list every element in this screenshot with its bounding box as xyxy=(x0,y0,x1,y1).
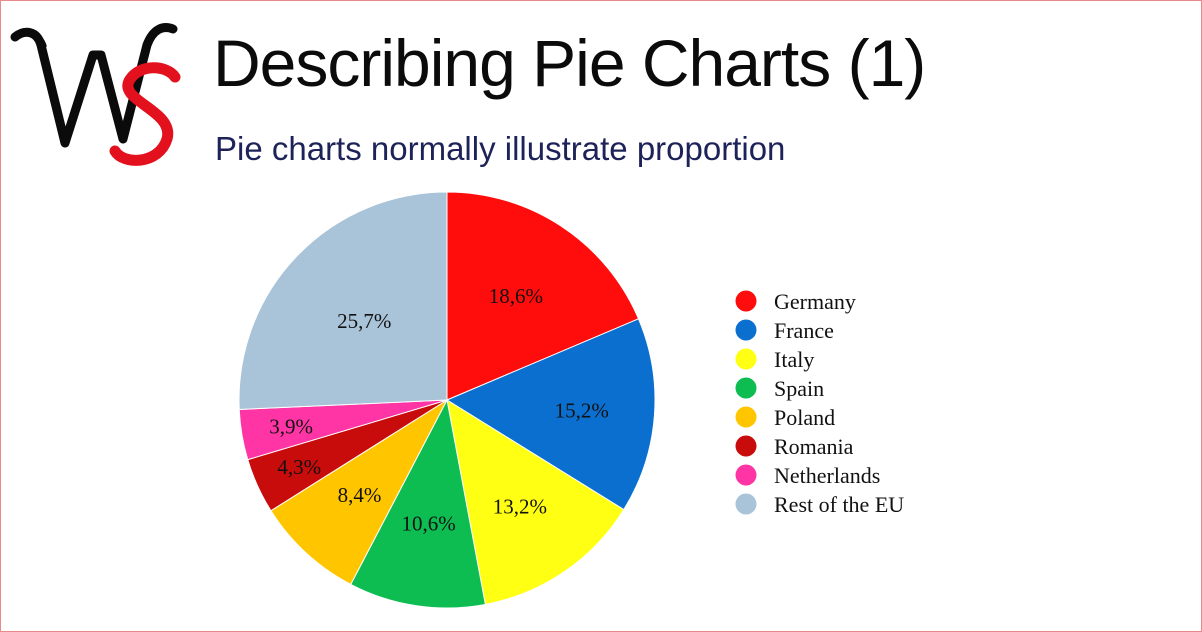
logo-s-mark xyxy=(109,62,181,166)
pie-slice-spain xyxy=(350,398,486,609)
slice-label-romania: 4,3% xyxy=(277,455,321,479)
legend-label-germany: Germany xyxy=(774,289,856,314)
legend-swatch-netherlands xyxy=(735,464,757,486)
slice-label-germany: 18,6% xyxy=(489,284,543,308)
legend-label-rest-of-the-eu: Rest of the EU xyxy=(774,492,904,517)
page-subtitle: Pie charts normally illustrate proportio… xyxy=(215,130,786,167)
legend-swatch-spain xyxy=(735,377,757,399)
pie-chart: 18,6% 15,2% 13,2% 10,6% 8,4% 4,3% 3,9% 25,7% Ge… xyxy=(238,191,904,609)
page-title: Describing Pie Charts (1) xyxy=(213,26,926,100)
slice-label-netherlands: 3,9% xyxy=(269,414,313,438)
pie-slice-poland xyxy=(270,398,449,586)
legend-swatch-romania xyxy=(735,435,757,457)
legend-label-spain: Spain xyxy=(774,376,824,401)
legend-label-netherlands: Netherlands xyxy=(774,463,880,488)
slice-label-poland: 8,4% xyxy=(338,483,382,507)
slice-label-italy: 13,2% xyxy=(493,494,547,518)
legend-swatch-italy xyxy=(735,348,757,370)
legend: Germany France Italy Spain Poland Romania Neth… xyxy=(735,289,904,517)
legend-swatch-rest-of-the-eu xyxy=(735,493,757,515)
legend-label-italy: Italy xyxy=(774,347,814,372)
legend-swatch-germany xyxy=(735,290,757,312)
legend-label-france: France xyxy=(774,318,834,343)
logo-w-mark xyxy=(10,23,178,148)
legend-label-poland: Poland xyxy=(774,405,835,430)
pie-slice-france xyxy=(445,318,656,511)
pie-slices xyxy=(238,191,656,609)
pie-slice-germany xyxy=(446,191,640,401)
legend-label-romania: Romania xyxy=(774,434,854,459)
slice-label-spain: 10,6% xyxy=(401,511,455,535)
pie-slice-labels: 18,6% 15,2% 13,2% 10,6% 8,4% 4,3% 3,9% 25,7% xyxy=(269,284,609,535)
slice-label-france: 15,2% xyxy=(555,398,609,422)
legend-swatch-poland xyxy=(735,406,757,428)
slice-label-rest-of-the-eu: 25,7% xyxy=(337,309,391,333)
pie-slice-rest-of-the-eu xyxy=(238,191,448,411)
ws-logo: WS xyxy=(10,23,181,166)
legend-swatch-france xyxy=(735,319,757,341)
pie-slice-italy xyxy=(446,398,625,606)
